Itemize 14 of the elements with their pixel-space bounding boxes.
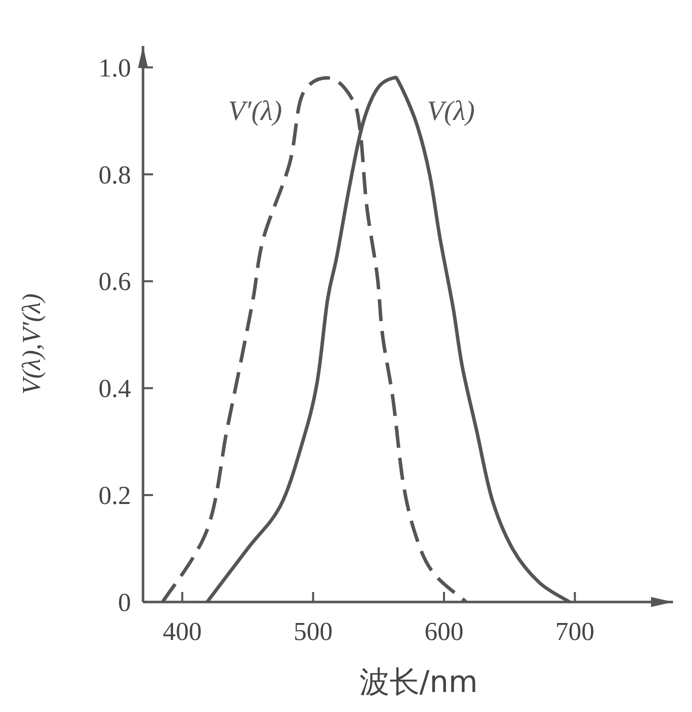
y-tick-label: 0.6 [98,267,131,296]
x-axis-title: 波长/nm [359,665,478,700]
y-tick-label: 0.2 [98,481,131,510]
series-label: V′(λ) [228,96,282,128]
x-tick-label: 600 [424,617,464,646]
x-tick-label: 500 [294,617,333,646]
y-tick-label: 1.0 [98,53,131,82]
x-tick-label: 700 [555,617,594,646]
y-axis-title: V(λ),V′(λ) [17,293,46,395]
series-label: V(λ) [426,96,475,128]
y-tick-label: 0 [118,588,131,617]
x-tick-label: 400 [162,617,202,646]
y-tick-label: 0.4 [98,374,131,404]
y-tick-label: 0.8 [98,160,131,190]
